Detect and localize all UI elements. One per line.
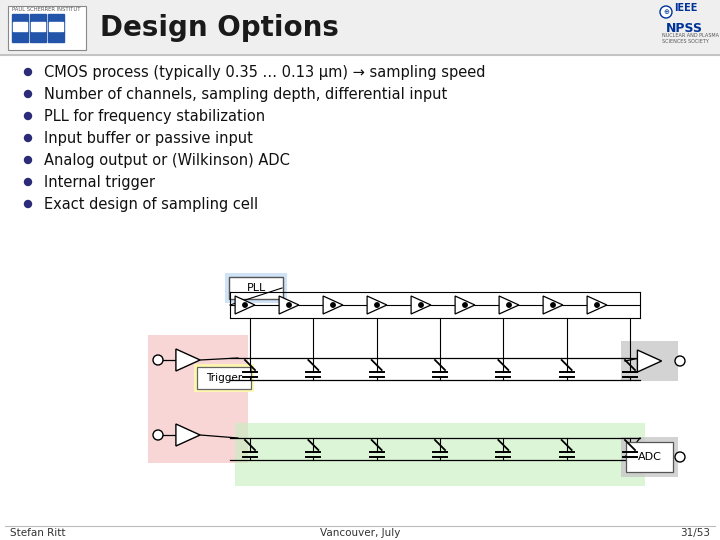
Text: Vancouver, July: Vancouver, July bbox=[320, 528, 400, 538]
Circle shape bbox=[675, 356, 685, 366]
FancyBboxPatch shape bbox=[194, 364, 254, 392]
Circle shape bbox=[243, 303, 247, 307]
Text: Trigger: Trigger bbox=[206, 373, 242, 383]
Circle shape bbox=[153, 430, 163, 440]
Polygon shape bbox=[543, 296, 563, 314]
Bar bbox=[12, 14, 28, 42]
Text: Exact design of sampling cell: Exact design of sampling cell bbox=[44, 197, 258, 212]
Circle shape bbox=[24, 134, 32, 141]
Text: CMOS process (typically 0.35 … 0.13 μm) → sampling speed: CMOS process (typically 0.35 … 0.13 μm) … bbox=[44, 64, 485, 79]
Text: NUCLEAR AND PLASMA: NUCLEAR AND PLASMA bbox=[662, 33, 719, 38]
Polygon shape bbox=[637, 350, 662, 372]
Bar bbox=[148, 335, 248, 463]
Text: PAUL SCHERRER INSTITUT: PAUL SCHERRER INSTITUT bbox=[12, 7, 81, 12]
Text: Design Options: Design Options bbox=[100, 14, 339, 42]
Bar bbox=[0, 0, 720, 55]
Polygon shape bbox=[235, 296, 255, 314]
Circle shape bbox=[153, 355, 163, 365]
FancyBboxPatch shape bbox=[621, 341, 678, 381]
Circle shape bbox=[375, 303, 379, 307]
Bar bbox=[13, 22, 27, 31]
Circle shape bbox=[595, 303, 599, 307]
Text: PLL for frequency stabilization: PLL for frequency stabilization bbox=[44, 109, 265, 124]
Polygon shape bbox=[411, 296, 431, 314]
Text: SCIENCES SOCIETY: SCIENCES SOCIETY bbox=[662, 39, 709, 44]
Polygon shape bbox=[587, 296, 607, 314]
Polygon shape bbox=[176, 424, 200, 446]
Text: ADC: ADC bbox=[638, 452, 662, 462]
Circle shape bbox=[24, 112, 32, 119]
Text: ⊕: ⊕ bbox=[663, 9, 669, 15]
Polygon shape bbox=[279, 296, 299, 314]
Polygon shape bbox=[499, 296, 519, 314]
Polygon shape bbox=[367, 296, 387, 314]
Circle shape bbox=[24, 200, 32, 207]
Text: Internal trigger: Internal trigger bbox=[44, 174, 155, 190]
Bar bbox=[48, 14, 64, 42]
Polygon shape bbox=[176, 349, 200, 371]
Text: Stefan Ritt: Stefan Ritt bbox=[10, 528, 66, 538]
Circle shape bbox=[287, 303, 291, 307]
Circle shape bbox=[24, 69, 32, 76]
Polygon shape bbox=[323, 296, 343, 314]
Text: IEEE: IEEE bbox=[674, 3, 698, 13]
Text: Number of channels, sampling depth, differential input: Number of channels, sampling depth, diff… bbox=[44, 86, 447, 102]
Bar bbox=[30, 14, 46, 42]
Circle shape bbox=[463, 303, 467, 307]
Polygon shape bbox=[455, 296, 475, 314]
Text: NPSS: NPSS bbox=[666, 22, 703, 35]
Bar bbox=[31, 22, 45, 31]
Circle shape bbox=[24, 91, 32, 98]
Circle shape bbox=[330, 303, 336, 307]
Text: Analog output or (Wilkinson) ADC: Analog output or (Wilkinson) ADC bbox=[44, 152, 290, 167]
Circle shape bbox=[419, 303, 423, 307]
Circle shape bbox=[507, 303, 511, 307]
Bar bbox=[49, 22, 63, 31]
FancyBboxPatch shape bbox=[626, 442, 673, 472]
Bar bbox=[235, 423, 645, 486]
FancyBboxPatch shape bbox=[197, 367, 251, 389]
Circle shape bbox=[24, 157, 32, 164]
Circle shape bbox=[660, 6, 672, 18]
FancyBboxPatch shape bbox=[621, 437, 678, 477]
Circle shape bbox=[24, 179, 32, 186]
Text: PLL: PLL bbox=[246, 283, 266, 293]
Bar bbox=[8, 6, 86, 50]
Text: Input buffer or passive input: Input buffer or passive input bbox=[44, 131, 253, 145]
FancyBboxPatch shape bbox=[225, 273, 287, 303]
Circle shape bbox=[675, 452, 685, 462]
FancyBboxPatch shape bbox=[229, 277, 283, 299]
Circle shape bbox=[551, 303, 555, 307]
Text: 31/53: 31/53 bbox=[680, 528, 710, 538]
